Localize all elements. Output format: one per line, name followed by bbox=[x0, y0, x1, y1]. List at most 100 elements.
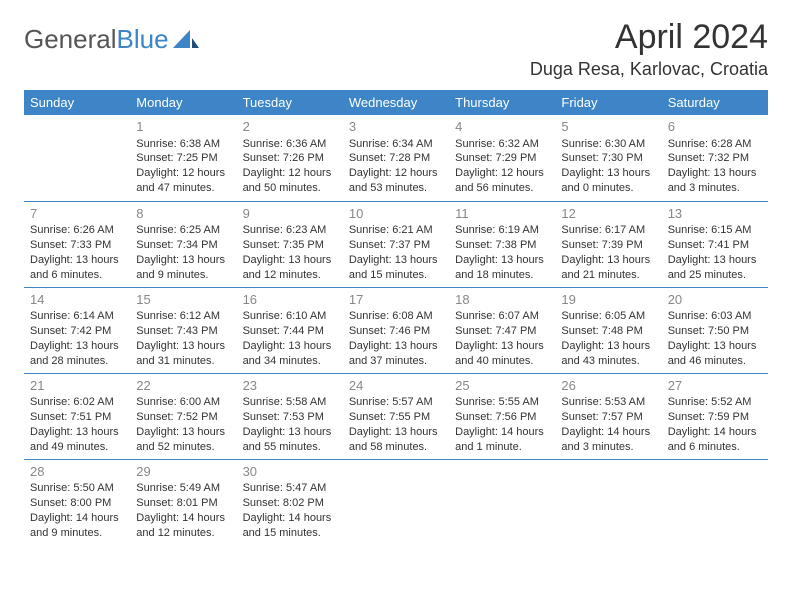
day-number: 23 bbox=[243, 377, 337, 395]
day-number: 12 bbox=[561, 205, 655, 223]
day-header: Saturday bbox=[662, 90, 768, 115]
sunrise-text: Sunrise: 6:00 AM bbox=[136, 395, 230, 410]
brand-part1: General bbox=[24, 24, 117, 55]
sunrise-text: Sunrise: 5:58 AM bbox=[243, 395, 337, 410]
calendar-day: 12Sunrise: 6:17 AMSunset: 7:39 PMDayligh… bbox=[555, 201, 661, 287]
daylight-text: Daylight: 14 hours and 1 minute. bbox=[455, 425, 549, 455]
calendar-day-empty bbox=[449, 459, 555, 545]
day-number: 26 bbox=[561, 377, 655, 395]
sunset-text: Sunset: 7:53 PM bbox=[243, 410, 337, 425]
calendar-day: 16Sunrise: 6:10 AMSunset: 7:44 PMDayligh… bbox=[237, 287, 343, 373]
calendar-day: 25Sunrise: 5:55 AMSunset: 7:56 PMDayligh… bbox=[449, 373, 555, 459]
sunset-text: Sunset: 7:33 PM bbox=[30, 238, 124, 253]
calendar-day: 24Sunrise: 5:57 AMSunset: 7:55 PMDayligh… bbox=[343, 373, 449, 459]
calendar-day: 29Sunrise: 5:49 AMSunset: 8:01 PMDayligh… bbox=[130, 459, 236, 545]
day-number: 4 bbox=[455, 118, 549, 136]
sunset-text: Sunset: 8:02 PM bbox=[243, 496, 337, 511]
daylight-text: Daylight: 13 hours and 43 minutes. bbox=[561, 339, 655, 369]
calendar-table: SundayMondayTuesdayWednesdayThursdayFrid… bbox=[24, 90, 768, 545]
sunrise-text: Sunrise: 5:49 AM bbox=[136, 481, 230, 496]
sunset-text: Sunset: 7:44 PM bbox=[243, 324, 337, 339]
daylight-text: Daylight: 13 hours and 18 minutes. bbox=[455, 253, 549, 283]
calendar-day-empty bbox=[555, 459, 661, 545]
calendar-week: 1Sunrise: 6:38 AMSunset: 7:25 PMDaylight… bbox=[24, 115, 768, 201]
sunrise-text: Sunrise: 6:03 AM bbox=[668, 309, 762, 324]
daylight-text: Daylight: 13 hours and 12 minutes. bbox=[243, 253, 337, 283]
calendar-day: 3Sunrise: 6:34 AMSunset: 7:28 PMDaylight… bbox=[343, 115, 449, 201]
day-number: 9 bbox=[243, 205, 337, 223]
day-number: 19 bbox=[561, 291, 655, 309]
daylight-text: Daylight: 12 hours and 47 minutes. bbox=[136, 166, 230, 196]
sunrise-text: Sunrise: 5:47 AM bbox=[243, 481, 337, 496]
daylight-text: Daylight: 14 hours and 6 minutes. bbox=[668, 425, 762, 455]
calendar-header-row: SundayMondayTuesdayWednesdayThursdayFrid… bbox=[24, 90, 768, 115]
sunset-text: Sunset: 7:48 PM bbox=[561, 324, 655, 339]
daylight-text: Daylight: 13 hours and 31 minutes. bbox=[136, 339, 230, 369]
sunrise-text: Sunrise: 5:57 AM bbox=[349, 395, 443, 410]
daylight-text: Daylight: 13 hours and 0 minutes. bbox=[561, 166, 655, 196]
day-number: 7 bbox=[30, 205, 124, 223]
calendar-day: 17Sunrise: 6:08 AMSunset: 7:46 PMDayligh… bbox=[343, 287, 449, 373]
calendar-day-empty bbox=[662, 459, 768, 545]
calendar-week: 28Sunrise: 5:50 AMSunset: 8:00 PMDayligh… bbox=[24, 459, 768, 545]
sunset-text: Sunset: 7:26 PM bbox=[243, 151, 337, 166]
day-header: Friday bbox=[555, 90, 661, 115]
day-number: 27 bbox=[668, 377, 762, 395]
calendar-day: 11Sunrise: 6:19 AMSunset: 7:38 PMDayligh… bbox=[449, 201, 555, 287]
day-number: 18 bbox=[455, 291, 549, 309]
sunrise-text: Sunrise: 6:02 AM bbox=[30, 395, 124, 410]
calendar-day: 27Sunrise: 5:52 AMSunset: 7:59 PMDayligh… bbox=[662, 373, 768, 459]
day-number: 21 bbox=[30, 377, 124, 395]
sunset-text: Sunset: 7:34 PM bbox=[136, 238, 230, 253]
sunset-text: Sunset: 7:50 PM bbox=[668, 324, 762, 339]
month-title: April 2024 bbox=[530, 18, 768, 57]
sunset-text: Sunset: 7:29 PM bbox=[455, 151, 549, 166]
day-number: 17 bbox=[349, 291, 443, 309]
calendar-day: 8Sunrise: 6:25 AMSunset: 7:34 PMDaylight… bbox=[130, 201, 236, 287]
day-header: Sunday bbox=[24, 90, 130, 115]
day-number: 13 bbox=[668, 205, 762, 223]
calendar-week: 14Sunrise: 6:14 AMSunset: 7:42 PMDayligh… bbox=[24, 287, 768, 373]
sunrise-text: Sunrise: 6:14 AM bbox=[30, 309, 124, 324]
day-number: 10 bbox=[349, 205, 443, 223]
calendar-week: 7Sunrise: 6:26 AMSunset: 7:33 PM Daylight… bbox=[24, 201, 768, 287]
sunrise-text: Sunrise: 6:05 AM bbox=[561, 309, 655, 324]
daylight-text: Daylight: 13 hours and 46 minutes. bbox=[668, 339, 762, 369]
sunrise-text: Sunrise: 6:25 AM bbox=[136, 223, 230, 238]
daylight-text: Daylight: 13 hours and 37 minutes. bbox=[349, 339, 443, 369]
day-header: Monday bbox=[130, 90, 236, 115]
daylight-text: Daylight: 13 hours and 58 minutes. bbox=[349, 425, 443, 455]
calendar-day: 5Sunrise: 6:30 AMSunset: 7:30 PMDaylight… bbox=[555, 115, 661, 201]
calendar-day-empty bbox=[343, 459, 449, 545]
calendar-day: 20Sunrise: 6:03 AMSunset: 7:50 PMDayligh… bbox=[662, 287, 768, 373]
daylight-text: Daylight: 12 hours and 56 minutes. bbox=[455, 166, 549, 196]
header: GeneralBlue April 2024 Duga Resa, Karlov… bbox=[24, 18, 768, 80]
daylight-text: Daylight: 13 hours and 34 minutes. bbox=[243, 339, 337, 369]
daylight-text: Daylight: 13 hours and 49 minutes. bbox=[30, 425, 124, 455]
sunrise-text: Sunrise: 6:12 AM bbox=[136, 309, 230, 324]
sunrise-text: Sunrise: 5:52 AM bbox=[668, 395, 762, 410]
sunset-text: Sunset: 7:59 PM bbox=[668, 410, 762, 425]
sunset-text: Sunset: 7:25 PM bbox=[136, 151, 230, 166]
daylight-text: Daylight: 14 hours and 3 minutes. bbox=[561, 425, 655, 455]
sunset-text: Sunset: 7:30 PM bbox=[561, 151, 655, 166]
sunset-text: Sunset: 7:51 PM bbox=[30, 410, 124, 425]
sunrise-text: Sunrise: 6:38 AM bbox=[136, 137, 230, 152]
sunset-text: Sunset: 7:57 PM bbox=[561, 410, 655, 425]
day-header: Wednesday bbox=[343, 90, 449, 115]
day-number: 2 bbox=[243, 118, 337, 136]
sunrise-text: Sunrise: 5:55 AM bbox=[455, 395, 549, 410]
sunset-text: Sunset: 7:52 PM bbox=[136, 410, 230, 425]
sunrise-text: Sunrise: 6:30 AM bbox=[561, 137, 655, 152]
calendar-day: 1Sunrise: 6:38 AMSunset: 7:25 PMDaylight… bbox=[130, 115, 236, 201]
daylight-text: Daylight: 14 hours and 12 minutes. bbox=[136, 511, 230, 541]
calendar-day: 2Sunrise: 6:36 AMSunset: 7:26 PMDaylight… bbox=[237, 115, 343, 201]
day-number: 15 bbox=[136, 291, 230, 309]
sunrise-text: Sunrise: 6:15 AM bbox=[668, 223, 762, 238]
sunrise-text: Sunrise: 6:17 AM bbox=[561, 223, 655, 238]
sunrise-text: Sunrise: 6:26 AM bbox=[30, 223, 124, 238]
sunset-text: Sunset: 7:43 PM bbox=[136, 324, 230, 339]
brand-logo: GeneralBlue bbox=[24, 24, 199, 55]
calendar-day: 19Sunrise: 6:05 AMSunset: 7:48 PMDayligh… bbox=[555, 287, 661, 373]
day-number: 29 bbox=[136, 463, 230, 481]
